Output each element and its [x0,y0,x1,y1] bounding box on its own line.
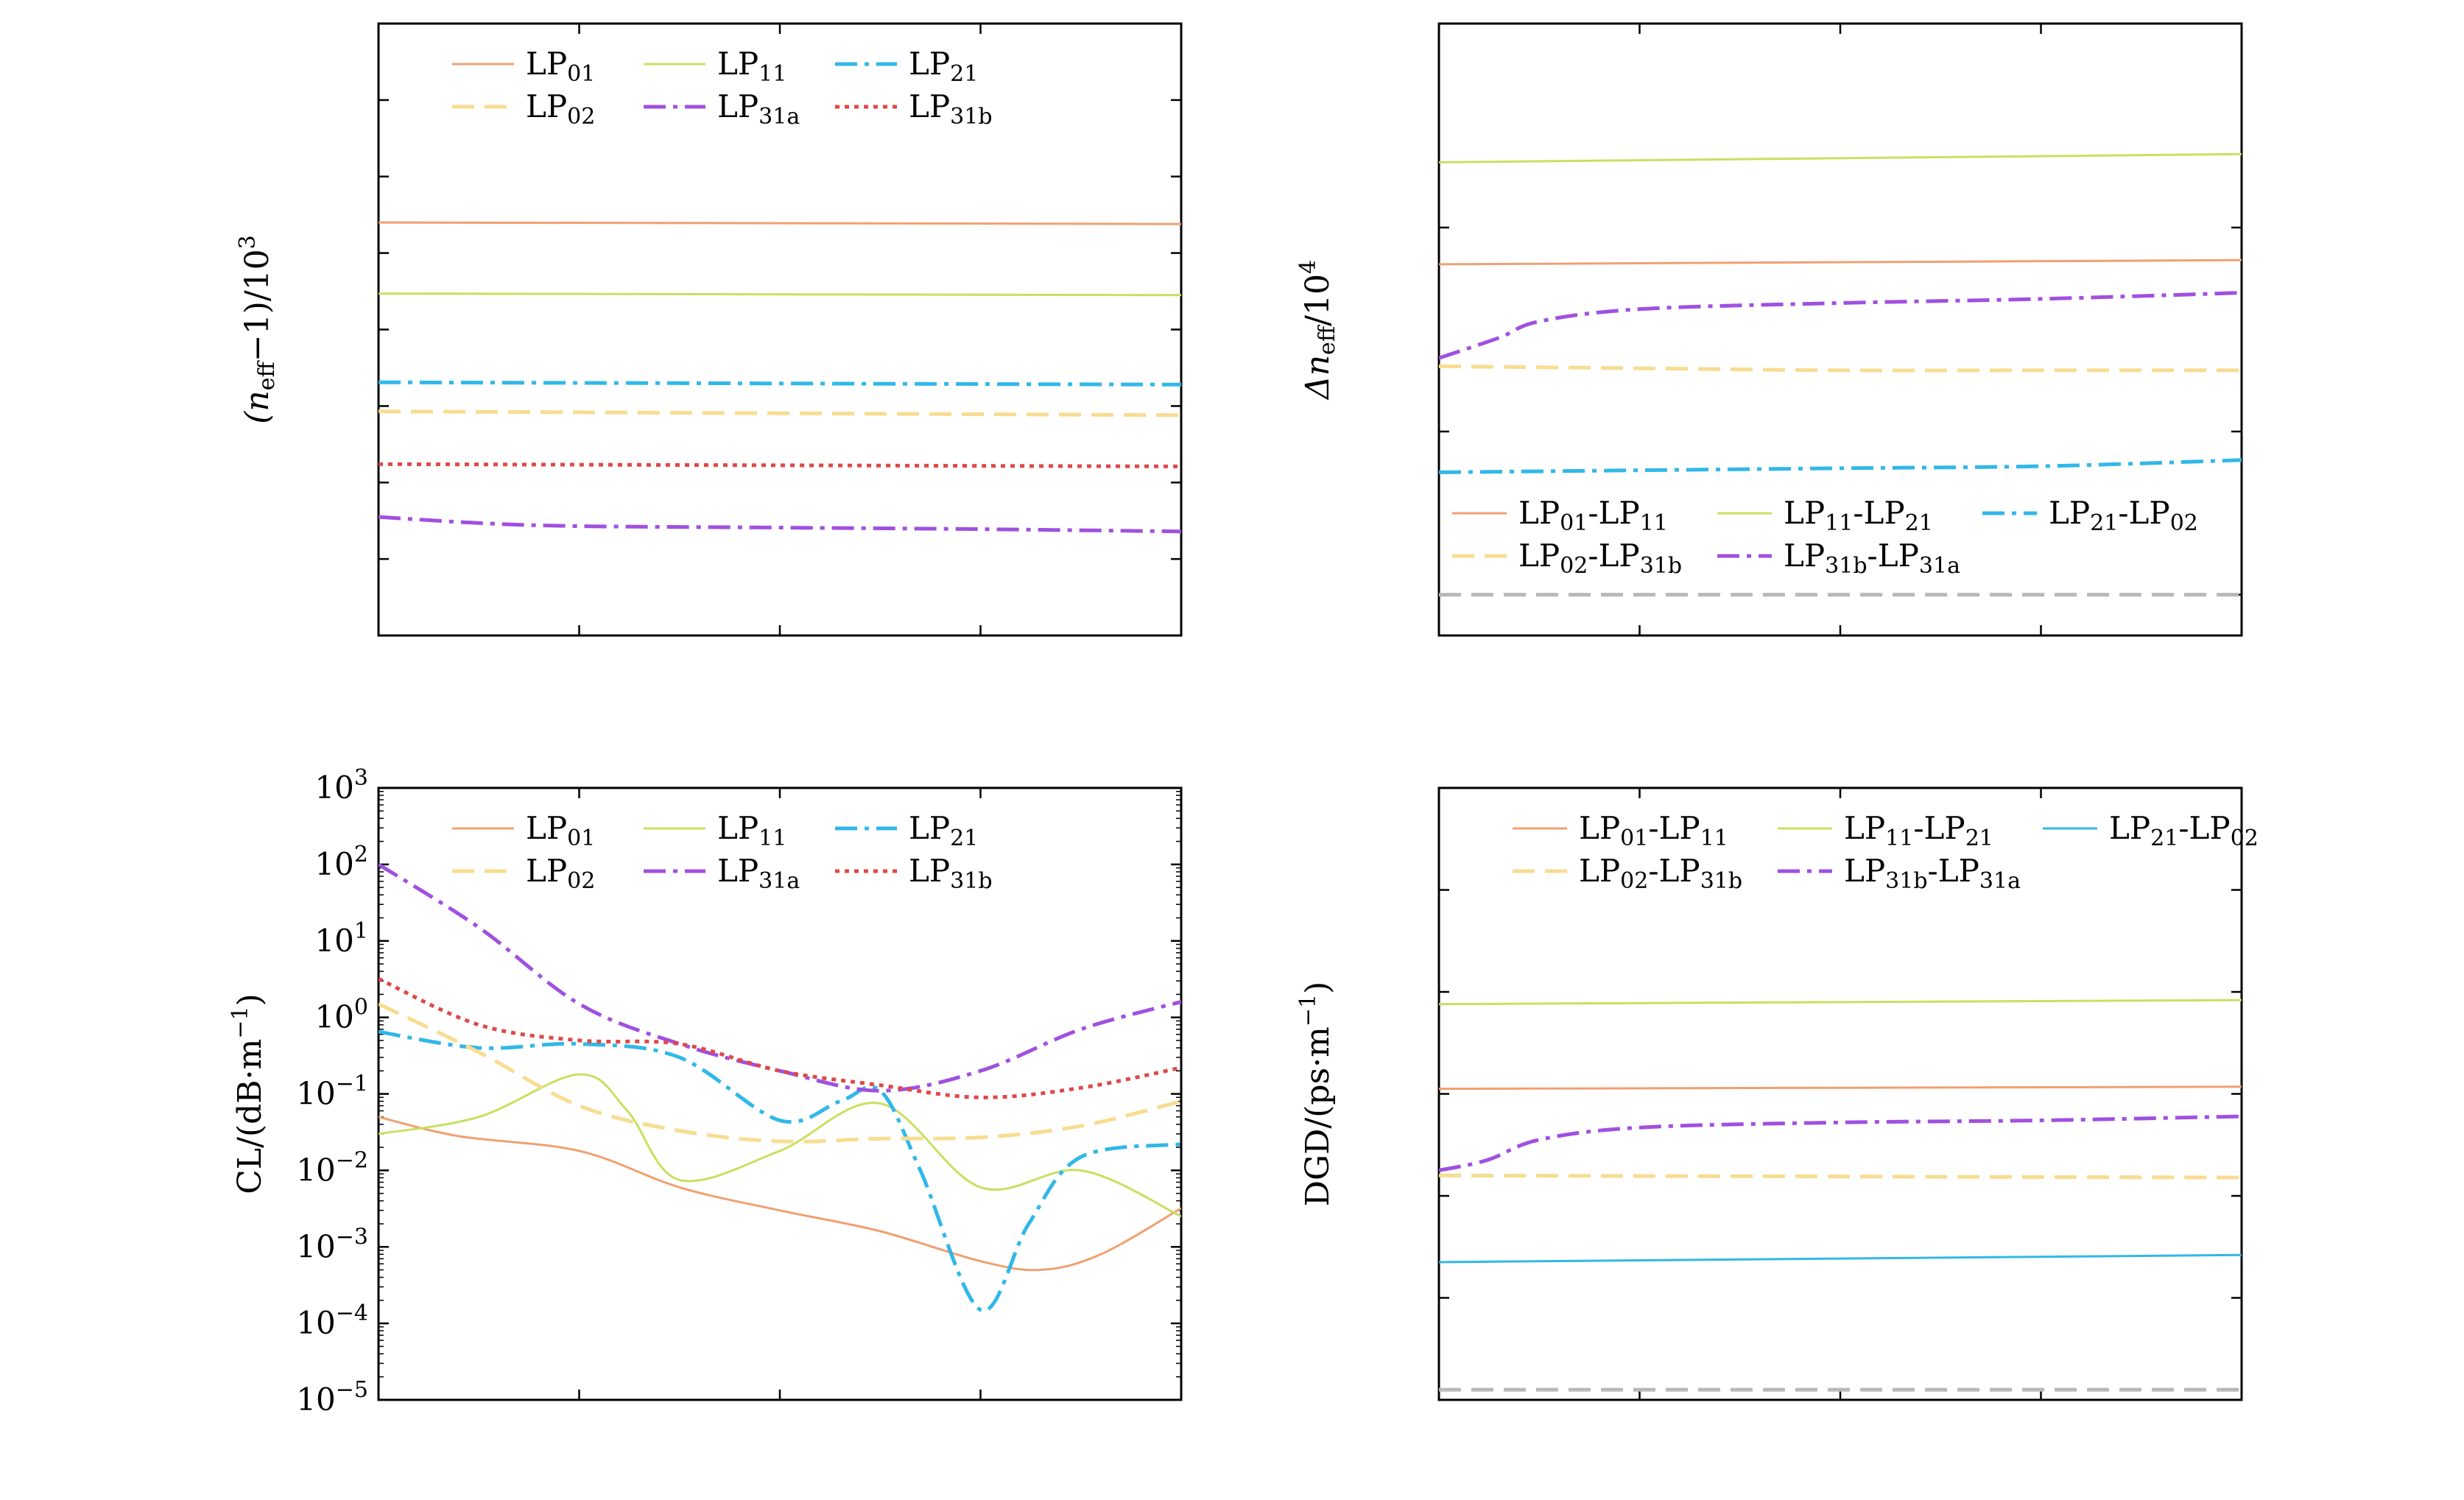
y-tick-label: 10−2 [296,1147,368,1188]
series-group [1439,152,2242,597]
series-line-lp01 [379,221,1181,225]
legend-label-lp02-lp31b: LP02-LP31b [1579,853,1742,894]
y-axis-label: DGD/(ps·m−1) [1295,982,1337,1207]
y-tick-label: 10−3 [296,1224,368,1264]
series-line-lp31b-lp31a [1439,291,2242,360]
series-line-lp01-lp11 [1439,1085,2242,1091]
legend: LP01-LP11 LP11-LP21 LP21-LP02 LP02-LP31b LP3… [1513,810,2259,894]
series-line-lp31b [379,462,1181,468]
legend-label-lp02: LP02 [526,88,595,130]
legend-label-lp02: LP02 [526,853,595,894]
legend-label-lp31a: LP31a [717,88,800,130]
legend-label-lp21-lp02: LP21-LP02 [2049,495,2198,536]
legend-label-lp21: LP21 [909,810,978,851]
series-line-lp11 [379,292,1181,297]
series-group [379,221,1181,534]
y-tick-label: 10−4 [296,1300,368,1341]
series-line-lp31b [379,976,1181,1099]
panel-a: (neff−1)/103 LP01 LP11 LP21 LP02 LP31a LP31b [235,22,1183,637]
panel-b: Δneff/104 LP01-LP11 LP11-LP21 LP21-LP02 LP02… [1295,22,2243,637]
y-tick-label: 103 [314,765,368,806]
panel-d: DGD/(ps·m−1)LP01-LP11 LP11-LP21 LP21-LP02L… [1295,786,2259,1401]
series-line-lp31a [379,515,1181,534]
series-line-lp21 [379,380,1181,387]
series-line-lp02-lp31b [1439,364,2242,373]
series-line-lp02 [379,409,1181,418]
y-axis-label: Δneff/104 [1295,260,1340,401]
legend-label-lp01-lp11: LP01-LP11 [1518,495,1668,536]
legend-label-lp31b-lp31a: LP31b-LP31a [1844,853,2021,894]
y-axis-label: (neff−1)/103 [235,235,280,424]
series-line-lp02-lp31b [1439,1173,2242,1180]
legend-label-lp31b: LP31b [909,853,993,894]
series-group [1439,999,2242,1392]
series-line-lp21 [379,1029,1181,1313]
series-line-lp02 [379,1002,1181,1144]
legend-label-lp11-lp21: LP11-LP21 [1784,495,1933,536]
series-group [379,862,1181,1313]
series-line-lp01 [379,1116,1181,1272]
legend-label-lp01: LP01 [526,46,595,87]
y-tick-label: 10−1 [296,1071,368,1112]
y-tick-label: 102 [314,842,368,882]
legend-label-lp11-lp21: LP11-LP21 [1844,810,1993,851]
panel-c: 10−5 10−4 10−3 10−2 10−1 100 101 102 103 CL/(dB·m… [228,765,1183,1418]
series-line-lp11-lp21 [1439,152,2242,163]
y-tick-label: 100 [314,995,368,1035]
legend-label-lp02-lp31b: LP02-LP31b [1518,538,1682,579]
legend-label-lp31b-lp31a: LP31b-LP31a [1784,538,1960,579]
series-line-lp11-lp21 [1439,999,2242,1006]
series-line-lp31a [379,862,1181,1093]
legend-label-lp21-lp02: LP21-LP02 [2109,810,2259,851]
legend-label-lp11: LP11 [717,810,786,851]
series-line-lp01-lp11 [1439,258,2242,266]
plot-frame [1437,786,2243,1401]
series-line-lp21-lp02 [1439,458,2242,474]
y-tick-label: 101 [314,918,368,959]
legend: LP01 LP11 LP21 LP02 LP31a LP31b [452,810,993,894]
legend-label-lp11: LP11 [717,46,786,87]
series-line-lp21-lp02 [1439,1253,2242,1264]
legend: LP01 LP11 LP21 LP02 LP31a LP31b [452,46,993,130]
legend-label-lp31a: LP31a [717,853,800,894]
legend: LP01-LP11 LP11-LP21 LP21-LP02 LP02-LP31b LP3… [1452,495,2198,579]
legend-label-lp31b: LP31b [909,88,993,130]
legend-label-lp21: LP21 [909,46,978,87]
series-line-lp31b-lp31a [1439,1114,2242,1172]
legend-label-lp01: LP01 [526,810,595,851]
y-axis-label: CL/(dB·m−1) [228,993,269,1194]
series-line-lp11 [379,1073,1181,1218]
y-tick-label: 10−5 [296,1377,368,1418]
legend-label-lp01-lp11: LP01-LP11 [1579,810,1728,851]
